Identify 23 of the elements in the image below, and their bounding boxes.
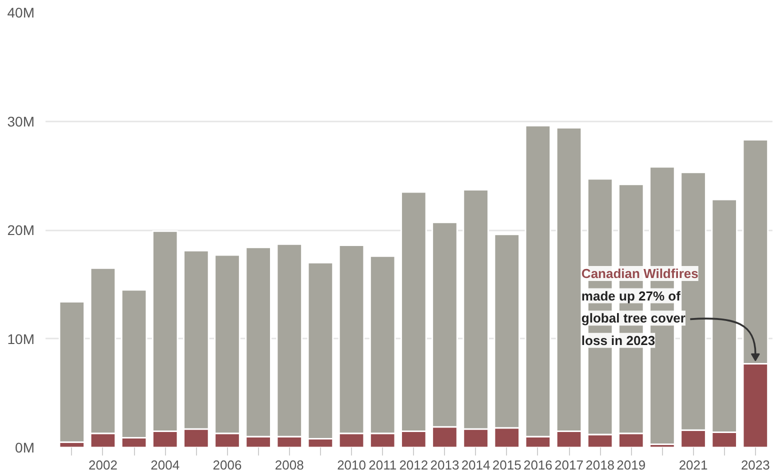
annotation: made up 27% of global tree cover loss in 2023 <box>581 288 686 348</box>
x-tick-label: 2018 <box>586 458 615 472</box>
x-tick-label: 2008 <box>274 458 304 472</box>
x-tick-label: 2023 <box>740 458 770 472</box>
x-tick-label: 2010 <box>337 458 366 472</box>
x-tick-label: 2017 <box>554 458 584 472</box>
y-tick-label: 30M <box>7 113 34 130</box>
y-tick-label: 40M <box>7 4 34 20</box>
x-tick-label: 2011 <box>368 458 397 472</box>
x-tick-label: 2013 <box>430 458 460 472</box>
x-tick-label: 2021 <box>678 458 708 472</box>
x-tick-label: 2014 <box>461 458 490 472</box>
annotation: Canadian Wildfires <box>581 266 698 281</box>
x-tick-label: 2016 <box>523 458 552 472</box>
y-tick-label: 20M <box>7 222 34 238</box>
x-tick-label: 2004 <box>150 458 180 472</box>
y-tick-label: 10M <box>7 330 34 347</box>
x-tick-label: 2012 <box>399 458 428 472</box>
y-tick-label: 0M <box>15 440 35 456</box>
x-tick-label: 2006 <box>212 458 242 472</box>
x-tick-label: 2019 <box>616 458 646 472</box>
x-tick-label: 2015 <box>492 458 522 472</box>
x-tick-label: 2002 <box>88 458 118 472</box>
